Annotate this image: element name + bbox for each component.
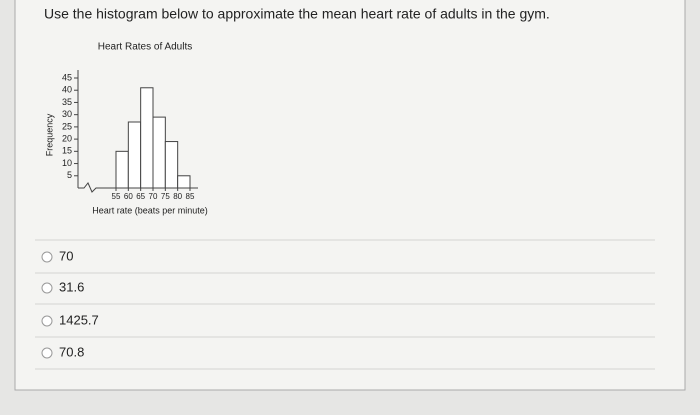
histogram-bar	[115, 150, 129, 189]
x-tick-label: 65	[136, 192, 145, 201]
histogram-bar	[177, 175, 191, 189]
y-tick-label: 10	[62, 158, 72, 168]
option-label[interactable]: 31.6	[59, 279, 84, 294]
x-tick-label: 85	[186, 192, 195, 201]
histogram-bar	[140, 87, 154, 189]
option-label[interactable]: 70.8	[59, 344, 84, 359]
y-tick-label: 5	[67, 170, 72, 180]
histogram-bar	[127, 121, 142, 189]
axis-break	[78, 182, 104, 193]
y-tick-label: 40	[62, 85, 72, 95]
y-tick-label: 25	[62, 121, 72, 131]
radio-button[interactable]	[41, 251, 53, 263]
histogram-bar	[164, 141, 179, 189]
x-tick-label: 80	[173, 192, 182, 201]
x-tick-label: 70	[149, 192, 158, 201]
y-tick-label: 20	[62, 133, 72, 143]
y-tick-label: 35	[62, 97, 72, 107]
y-axis-label: Frequency	[44, 113, 54, 156]
question-text: Use the histogram below to approximate t…	[44, 6, 550, 22]
radio-button[interactable]	[41, 315, 53, 327]
option-label[interactable]: 70	[59, 248, 73, 263]
x-tick-label: 60	[124, 192, 133, 201]
histogram-bar	[152, 116, 166, 189]
x-axis-label: Heart rate (beats per minute)	[92, 205, 208, 215]
x-tick-label: 75	[161, 192, 170, 201]
chart-title: Heart Rates of Adults	[98, 42, 193, 53]
option-label[interactable]: 1425.7	[59, 312, 99, 327]
y-tick-label: 45	[62, 72, 72, 82]
y-tick-label: 30	[62, 109, 72, 119]
x-tick-label: 55	[112, 192, 121, 201]
question-frame	[14, 0, 686, 391]
radio-button[interactable]	[41, 282, 53, 294]
radio-button[interactable]	[41, 347, 53, 359]
y-tick-label: 15	[62, 146, 72, 156]
